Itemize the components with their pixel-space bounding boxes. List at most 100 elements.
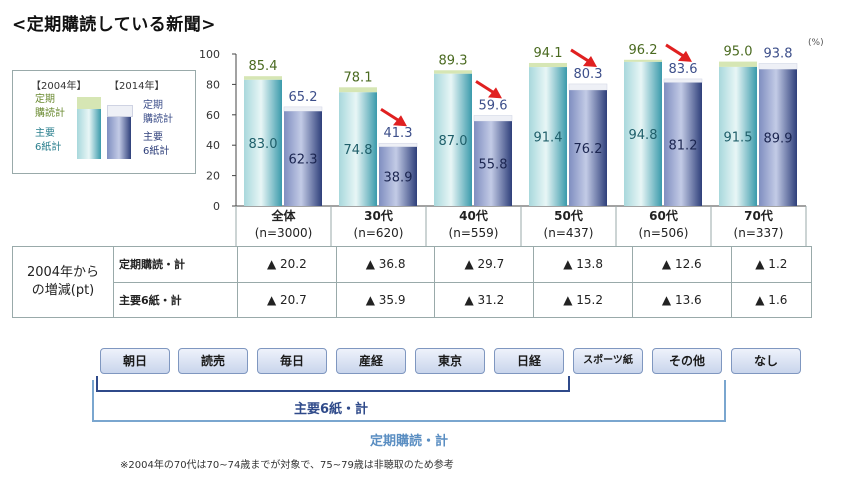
- bar-2014-teiki: [568, 83, 608, 91]
- bar-2004-shuyo: [244, 79, 282, 206]
- category-sample-size: (n=3000): [254, 226, 313, 240]
- category-label: 40代 (n=559): [429, 208, 519, 242]
- bar-2014-shuyo: [284, 111, 322, 206]
- data-label-2014-shuyo: 55.8: [479, 158, 508, 173]
- data-label-2004-shuyo: 94.8: [629, 128, 658, 143]
- decline-arrowhead: [583, 55, 597, 67]
- bracket-teiki-label: 定期購読・計: [370, 434, 449, 449]
- data-label-2004-shuyo: 91.4: [534, 131, 563, 146]
- bar-2014-teiki: [283, 106, 323, 112]
- table-row-label: 主要6紙・計: [113, 281, 238, 318]
- table-cell: ▲ 1.2: [730, 246, 813, 283]
- y-tick-label: 100: [199, 48, 220, 61]
- legend-label-2014-teiki: 定期 購読計: [143, 100, 173, 125]
- legend-year-2004: 【2004年】: [31, 81, 87, 92]
- y-tick-label: 20: [206, 170, 220, 183]
- y-tick-label: 40: [206, 139, 220, 152]
- category-name: 全体: [271, 209, 296, 223]
- table-row-label: 定期購読・計: [113, 246, 238, 283]
- bracket-shuyo: [96, 376, 570, 392]
- data-label-2004-shuyo: 87.0: [439, 134, 468, 149]
- bar-2004-shuyo: [339, 92, 377, 206]
- data-label-2004-teiki: 95.0: [724, 45, 753, 60]
- legend-swatch-2004-teiki: [77, 97, 101, 109]
- bar-2014-shuyo: [759, 69, 797, 207]
- category-name: 50代: [554, 209, 583, 223]
- legend-label-2004-shuyo: 主要 6紙計: [35, 128, 62, 153]
- category-label: 30代 (n=620): [334, 208, 424, 242]
- bar-2004-teiki: [339, 87, 377, 93]
- bar-2014-shuyo: [474, 121, 512, 206]
- table-cell: ▲ 20.2: [237, 246, 337, 283]
- paper-nikkei: 日経: [494, 348, 564, 374]
- data-label-2014-teiki: 83.6: [669, 62, 698, 77]
- data-label-2014-teiki: 59.6: [479, 98, 508, 113]
- category-sample-size: (n=337): [733, 226, 784, 240]
- legend-year-2014: 【2014年】: [109, 81, 165, 92]
- category-sample-size: (n=559): [448, 226, 499, 240]
- bar-2004-shuyo: [434, 73, 472, 206]
- decline-arrowhead: [393, 115, 407, 127]
- bar-2004-shuyo: [529, 67, 567, 207]
- legend-label-2014-shuyo: 主要 6紙計: [143, 132, 170, 157]
- bar-2004-teiki: [529, 62, 567, 68]
- legend-swatch-2014-teiki: [107, 105, 133, 117]
- decline-arrowhead: [488, 87, 502, 99]
- bar-2014-shuyo: [569, 90, 607, 206]
- data-label-2004-teiki: 78.1: [344, 70, 373, 85]
- category-label: 60代 (n=506): [619, 208, 709, 242]
- table-row: 主要6紙・計 ▲ 20.7 ▲ 35.9 ▲ 31.2 ▲ 15.2 ▲ 13.…: [13, 281, 813, 318]
- bar-2004-teiki: [244, 76, 282, 80]
- data-label-2014-shuyo: 38.9: [384, 170, 413, 185]
- category-name: 40代: [459, 209, 488, 223]
- bar-2004-shuyo: [719, 66, 757, 206]
- paper-mainichi: 毎日: [257, 348, 327, 374]
- category-sample-size: (n=506): [638, 226, 689, 240]
- category-sample-size: (n=620): [353, 226, 404, 240]
- category-sample-size: (n=437): [543, 226, 594, 240]
- data-label-2004-shuyo: 91.5: [724, 130, 753, 145]
- category-name: 70代: [744, 209, 773, 223]
- data-label-2014-shuyo: 89.9: [764, 132, 793, 147]
- bracket-teiki: [92, 380, 726, 422]
- data-label-2014-teiki: 93.8: [764, 46, 793, 61]
- table-cell: ▲ 15.2: [533, 281, 633, 318]
- bar-2014-shuyo: [664, 82, 702, 206]
- paper-yomiuri: 読売: [178, 348, 248, 374]
- bar-2014-shuyo: [379, 146, 417, 206]
- decline-arrowhead: [678, 50, 692, 62]
- bar-2004-teiki: [434, 70, 472, 74]
- bracket-shuyo-label: 主要6紙・計: [294, 402, 369, 417]
- bar-2014-teiki: [758, 63, 798, 70]
- bar-2014-teiki: [378, 142, 418, 148]
- category-label: 50代 (n=437): [524, 208, 614, 242]
- paper-tokyo: 東京: [415, 348, 485, 374]
- bar-2014-teiki: [663, 78, 703, 83]
- data-label-2014-teiki: 41.3: [384, 126, 413, 141]
- data-label-2004-teiki: 94.1: [534, 46, 563, 61]
- table-cell: ▲ 31.2: [434, 281, 535, 318]
- category-label: 70代 (n=337): [714, 208, 804, 242]
- table-cell: ▲ 12.6: [631, 246, 732, 283]
- change-table: 2004年から の増減(pt) 定期購読・計 ▲ 20.2 ▲ 36.8 ▲ 29…: [12, 246, 813, 318]
- paper-sankei: 産経: [336, 348, 406, 374]
- data-label-2004-teiki: 89.3: [439, 53, 468, 68]
- data-label-2014-shuyo: 62.3: [289, 153, 318, 168]
- bar-2004-teiki: [624, 59, 662, 62]
- data-label-2014-shuyo: 76.2: [574, 142, 603, 157]
- legend-swatch-2014-shuyo: [107, 117, 131, 159]
- data-label-2004-teiki: 96.2: [629, 43, 658, 58]
- y-tick-label: 80: [206, 78, 220, 91]
- paper-none: なし: [731, 348, 801, 374]
- data-label-2014-teiki: 65.2: [289, 90, 318, 105]
- chart-legend: 【2004年】 【2014年】 定期 購読計 主要 6紙計 定期 購読計 主要 6紙計: [12, 70, 196, 174]
- category-label: 全体 (n=3000): [239, 208, 329, 242]
- paper-other: その他: [652, 348, 722, 374]
- data-label-2004-shuyo: 74.8: [344, 143, 373, 158]
- category-name: 30代: [364, 209, 393, 223]
- table-group-header: 2004年から の増減(pt): [12, 246, 114, 318]
- table-cell: ▲ 1.6: [730, 281, 813, 318]
- bar-2014-teiki: [473, 115, 513, 122]
- footnote: ※2004年の70代は70~74歳までが対象で、75~79歳は非聴取のため参考: [120, 460, 454, 471]
